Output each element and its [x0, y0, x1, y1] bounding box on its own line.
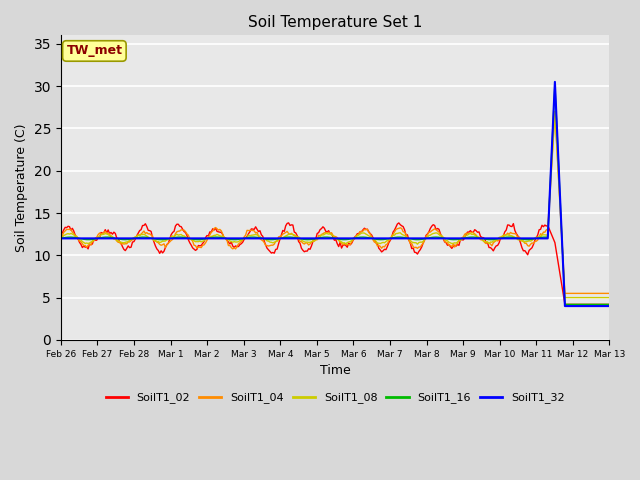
SoilT1_04 [448, 244, 456, 250]
SoilT1_08 [529, 236, 537, 242]
SoilT1_32 [604, 303, 612, 309]
Line: SoilT1_08: SoilT1_08 [61, 111, 609, 298]
SoilT1_04 [57, 236, 65, 242]
SoilT1_08 [551, 108, 559, 114]
SoilT1_04 [76, 238, 83, 244]
SoilT1_04 [561, 290, 569, 296]
SoilT1_08 [605, 295, 613, 300]
Line: SoilT1_32: SoilT1_32 [61, 82, 609, 306]
SoilT1_16 [57, 236, 65, 241]
SoilT1_02 [76, 240, 83, 245]
SoilT1_16 [339, 237, 347, 242]
SoilT1_04 [605, 290, 613, 296]
SoilT1_08 [561, 295, 569, 300]
SoilT1_02 [93, 238, 100, 243]
SoilT1_32 [605, 303, 613, 309]
SoilT1_04 [93, 234, 100, 240]
SoilT1_02 [449, 243, 457, 249]
Y-axis label: Soil Temperature (C): Soil Temperature (C) [15, 123, 28, 252]
SoilT1_02 [531, 238, 539, 243]
SoilT1_16 [529, 236, 537, 242]
SoilT1_02 [604, 301, 612, 307]
SoilT1_08 [604, 295, 612, 300]
SoilT1_04 [604, 290, 612, 296]
SoilT1_16 [561, 301, 569, 307]
SoilT1_02 [57, 230, 65, 236]
SoilT1_04 [529, 240, 537, 246]
SoilT1_32 [57, 236, 65, 241]
SoilT1_16 [604, 301, 612, 307]
SoilT1_32 [448, 236, 456, 241]
Line: SoilT1_02: SoilT1_02 [61, 223, 609, 304]
Text: TW_met: TW_met [67, 45, 122, 58]
Legend: SoilT1_02, SoilT1_04, SoilT1_08, SoilT1_16, SoilT1_32: SoilT1_02, SoilT1_04, SoilT1_08, SoilT1_… [101, 388, 569, 408]
SoilT1_16 [605, 301, 613, 307]
SoilT1_04 [551, 108, 559, 114]
SoilT1_16 [448, 237, 456, 242]
SoilT1_32 [529, 236, 537, 241]
SoilT1_08 [339, 240, 347, 246]
SoilT1_16 [76, 236, 83, 241]
SoilT1_08 [448, 240, 456, 246]
SoilT1_08 [76, 237, 83, 242]
Title: Soil Temperature Set 1: Soil Temperature Set 1 [248, 15, 422, 30]
SoilT1_32 [561, 303, 569, 309]
SoilT1_16 [551, 81, 559, 86]
SoilT1_02 [561, 301, 569, 307]
SoilT1_02 [340, 242, 348, 248]
SoilT1_32 [76, 236, 83, 241]
SoilT1_02 [605, 301, 613, 307]
SoilT1_16 [93, 236, 100, 241]
Line: SoilT1_16: SoilT1_16 [61, 84, 609, 304]
SoilT1_02 [285, 220, 292, 226]
SoilT1_08 [57, 235, 65, 241]
SoilT1_32 [93, 236, 100, 241]
X-axis label: Time: Time [320, 364, 351, 377]
SoilT1_32 [551, 79, 559, 85]
SoilT1_04 [339, 242, 347, 248]
SoilT1_32 [339, 236, 347, 241]
Line: SoilT1_04: SoilT1_04 [61, 111, 609, 293]
SoilT1_08 [93, 236, 100, 241]
